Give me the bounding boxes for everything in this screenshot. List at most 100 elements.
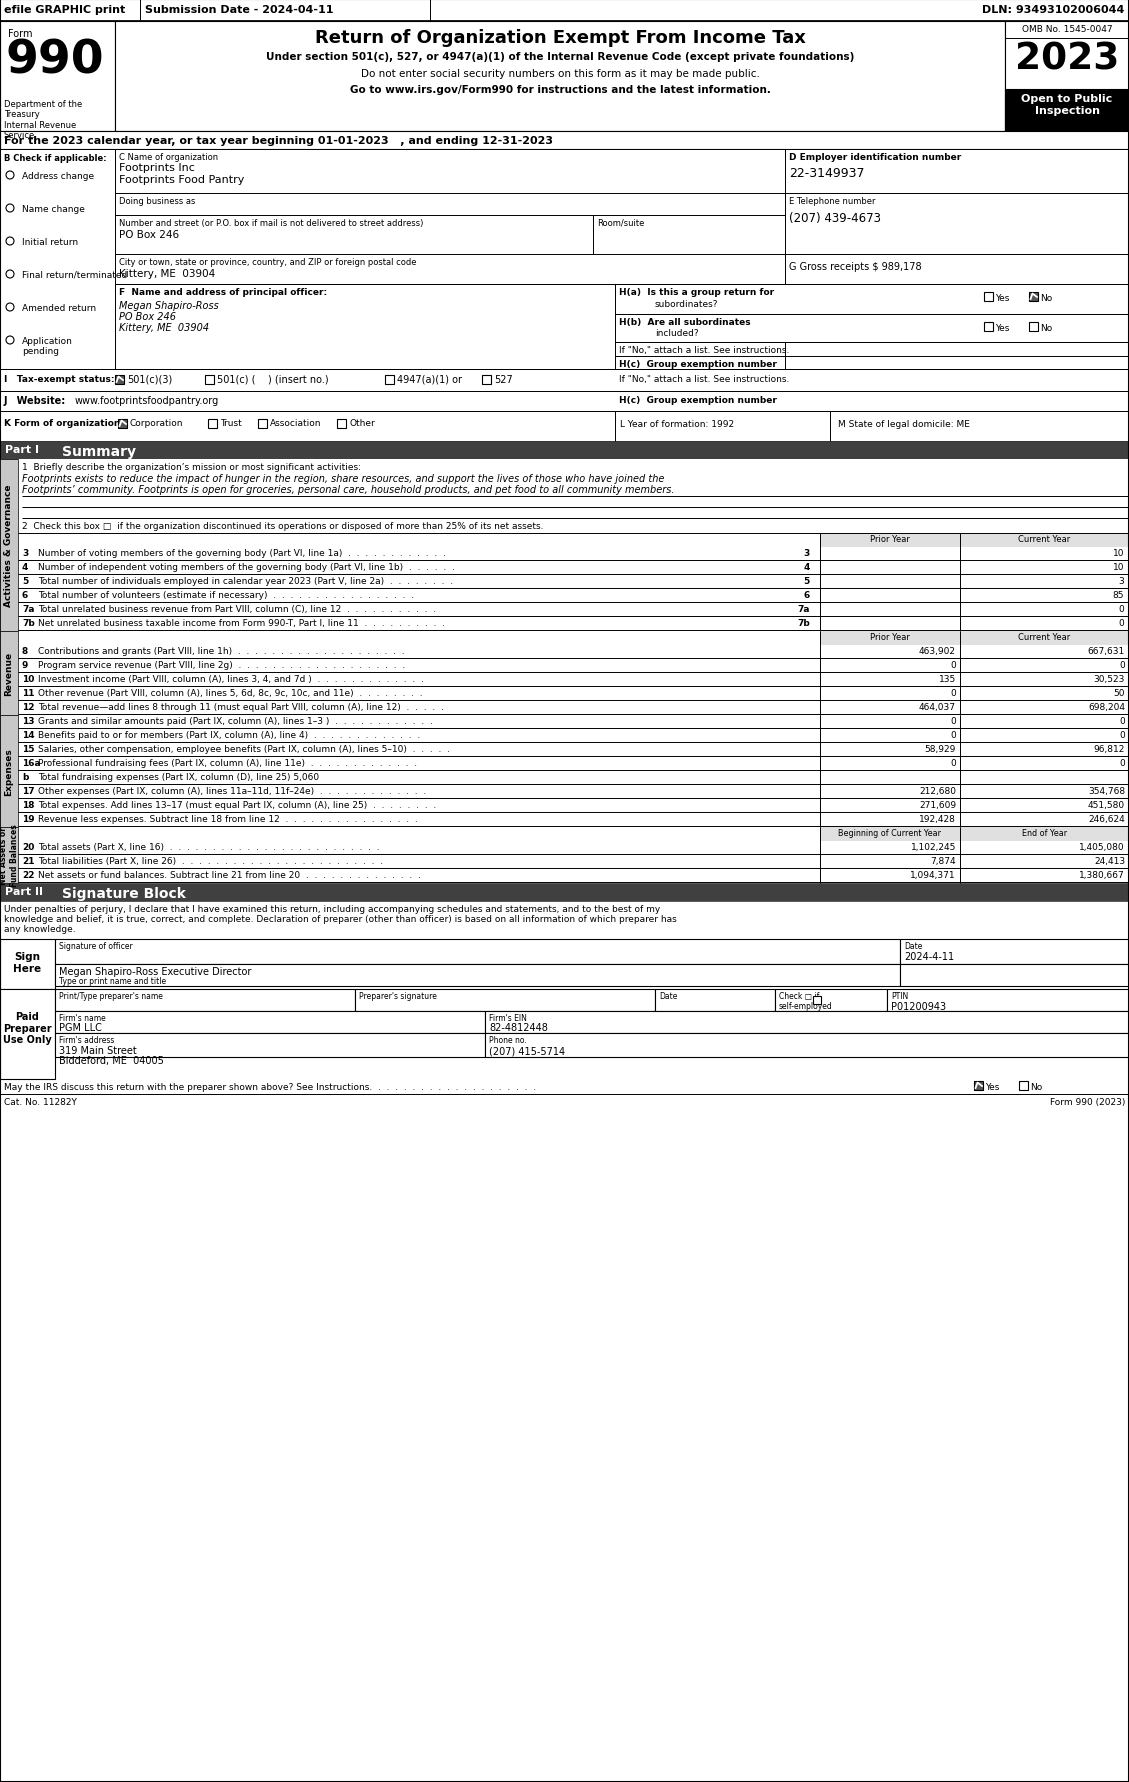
Text: Cat. No. 11282Y: Cat. No. 11282Y [5, 1098, 77, 1107]
Bar [0, 460, 18, 631]
Text: (207) 415-5714: (207) 415-5714 [489, 1046, 566, 1055]
Text: 22: 22 [21, 871, 35, 880]
Text: Megan Shapiro-Ross: Megan Shapiro-Ross [119, 301, 219, 310]
Bar [1005, 21, 1129, 132]
Bar [485, 1012, 1129, 1034]
Text: 2  Check this box □  if the organization discontinued its operations or disposed: 2 Check this box □ if the organization d… [21, 522, 543, 531]
Bar [119, 421, 126, 429]
Text: 14: 14 [21, 731, 35, 740]
Text: 0: 0 [1118, 604, 1124, 613]
Text: 0: 0 [951, 759, 956, 768]
Text: H(c)  Group exemption number: H(c) Group exemption number [619, 360, 777, 369]
Text: www.footprintsfoodpantry.org: www.footprintsfoodpantry.org [75, 396, 219, 406]
Text: No: No [1040, 294, 1052, 303]
Bar [785, 194, 1129, 255]
Text: J   Website:: J Website: [5, 396, 67, 406]
Text: H(b)  Are all subordinates: H(b) Are all subordinates [619, 317, 751, 326]
Bar [0, 412, 1129, 442]
Text: B Check if applicable:: B Check if applicable: [5, 153, 106, 162]
Bar [55, 989, 355, 1012]
Bar [0, 371, 1129, 392]
Bar [0, 716, 18, 827]
Text: PTIN: PTIN [891, 991, 908, 1000]
Text: 0: 0 [1119, 716, 1124, 725]
Bar [960, 533, 1129, 547]
Text: 698,204: 698,204 [1088, 702, 1124, 711]
Text: 85: 85 [1112, 590, 1124, 601]
Text: 4: 4 [21, 563, 28, 572]
Text: 0: 0 [1118, 618, 1124, 627]
Text: Biddeford, ME  04005: Biddeford, ME 04005 [59, 1055, 164, 1066]
Text: 13: 13 [21, 716, 35, 725]
Text: Expenses: Expenses [5, 748, 14, 795]
Text: Association: Association [270, 419, 322, 428]
Text: Form: Form [8, 29, 33, 39]
Text: PO Box 246: PO Box 246 [119, 312, 176, 323]
Text: Total expenses. Add lines 13–17 (must equal Part IX, column (A), line 25)  .  . : Total expenses. Add lines 13–17 (must eq… [38, 800, 436, 809]
Text: Revenue less expenses. Subtract line 18 from line 12  .  .  .  .  .  .  .  .  . : Revenue less expenses. Subtract line 18 … [38, 814, 418, 823]
Bar [615, 285, 1129, 315]
Text: 501(c)(3): 501(c)(3) [126, 374, 173, 385]
Bar [55, 939, 900, 964]
Text: Other expenses (Part IX, column (A), lines 11a–11d, 11f–24e)  .  .  .  .  .  .  : Other expenses (Part IX, column (A), lin… [38, 786, 427, 795]
Text: 7a: 7a [21, 604, 35, 613]
Bar [55, 1034, 485, 1057]
Text: Initial return: Initial return [21, 237, 78, 248]
Text: 10: 10 [1112, 563, 1124, 572]
Text: Beginning of Current Year: Beginning of Current Year [839, 829, 942, 838]
Bar [115, 376, 124, 385]
Text: efile GRAPHIC print: efile GRAPHIC print [5, 5, 125, 14]
Text: Application
pending: Application pending [21, 337, 73, 356]
Text: Firm's EIN: Firm's EIN [489, 1014, 527, 1023]
Text: Date: Date [904, 941, 922, 950]
Text: DLN: 93493102006044: DLN: 93493102006044 [981, 5, 1124, 14]
Bar [1029, 323, 1038, 331]
Text: 3: 3 [804, 549, 809, 558]
Bar [485, 1034, 1129, 1057]
Text: Number of independent voting members of the governing body (Part VI, line 1b)  .: Number of independent voting members of … [38, 563, 455, 572]
Text: Signature Block: Signature Block [62, 886, 186, 900]
Bar [115, 150, 785, 371]
Text: 10: 10 [1112, 549, 1124, 558]
Text: I   Tax-exempt status:: I Tax-exempt status: [5, 374, 114, 383]
Bar [0, 150, 115, 371]
Text: Part II: Part II [5, 886, 43, 896]
Text: PO Box 246: PO Box 246 [119, 230, 180, 241]
Text: 7,874: 7,874 [930, 857, 956, 866]
Text: Total number of volunteers (estimate if necessary)  .  .  .  .  .  .  .  .  .  .: Total number of volunteers (estimate if … [38, 590, 414, 601]
Bar [0, 989, 55, 1080]
Text: OMB No. 1545-0047: OMB No. 1545-0047 [1022, 25, 1112, 34]
Bar [0, 631, 18, 716]
Text: 12: 12 [21, 702, 35, 711]
Text: 3: 3 [21, 549, 28, 558]
Bar [0, 0, 1129, 21]
Text: 20: 20 [21, 843, 34, 852]
Bar [0, 442, 1129, 460]
Text: Address change: Address change [21, 171, 94, 182]
Text: 10: 10 [21, 675, 34, 684]
Text: any knowledge.: any knowledge. [5, 925, 76, 934]
Text: 354,768: 354,768 [1088, 786, 1124, 795]
Text: 319 Main Street: 319 Main Street [59, 1046, 137, 1055]
Bar [482, 376, 491, 385]
Text: 1,102,245: 1,102,245 [911, 843, 956, 852]
Text: 6: 6 [21, 590, 28, 601]
Text: 21: 21 [21, 857, 35, 866]
Bar [1029, 292, 1038, 301]
Text: Benefits paid to or for members (Part IX, column (A), line 4)  .  .  .  .  .  . : Benefits paid to or for members (Part IX… [38, 731, 420, 740]
Text: 15: 15 [21, 745, 35, 754]
Text: If "No," attach a list. See instructions.: If "No," attach a list. See instructions… [619, 346, 789, 355]
Text: Yes: Yes [995, 294, 1009, 303]
Text: Signature of officer: Signature of officer [59, 941, 133, 950]
Text: 135: 135 [938, 675, 956, 684]
Text: Form 990 (2023): Form 990 (2023) [1050, 1098, 1124, 1107]
Text: Amended return: Amended return [21, 303, 96, 314]
Text: 1,405,080: 1,405,080 [1079, 843, 1124, 852]
Text: Kittery, ME  03904: Kittery, ME 03904 [119, 269, 216, 278]
Text: H(c)  Group exemption number: H(c) Group exemption number [619, 396, 777, 405]
Bar [1019, 1082, 1029, 1091]
Text: Return of Organization Exempt From Income Tax: Return of Organization Exempt From Incom… [315, 29, 805, 46]
Text: 11: 11 [21, 688, 35, 697]
Text: 7a: 7a [797, 604, 809, 613]
Text: Sign
Here: Sign Here [14, 952, 42, 973]
